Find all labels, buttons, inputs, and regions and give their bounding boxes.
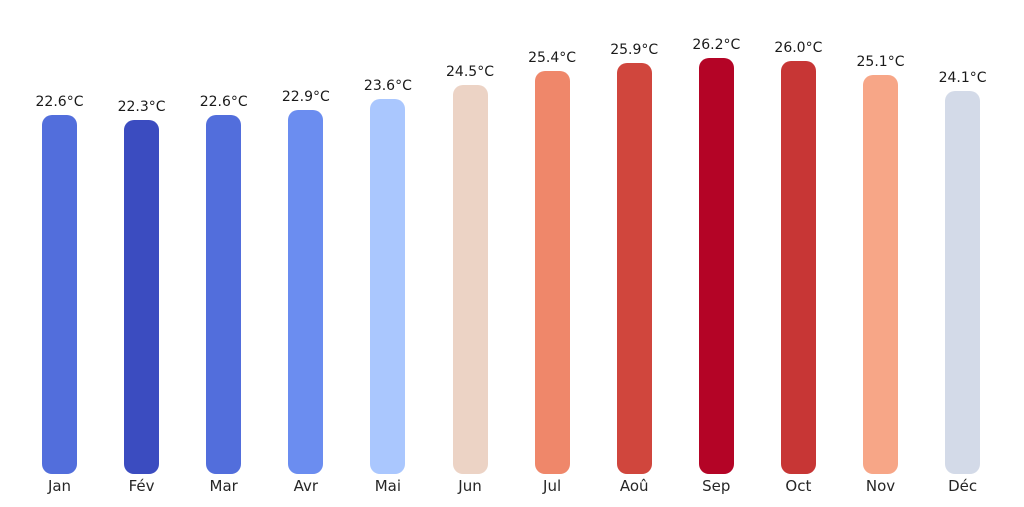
bar-oct [780, 61, 816, 474]
bar-mar [206, 115, 242, 474]
x-tick-label-jun: Jun [458, 477, 482, 495]
bar-avr [288, 110, 324, 474]
x-tick-label-oct: Oct [785, 477, 812, 495]
x-tick-label-dec: Déc [948, 477, 978, 495]
x-tick-label-aou: Aoû [619, 477, 649, 495]
bar-sep [698, 57, 734, 474]
bar-nov [863, 75, 898, 474]
value-label-dec: 24.1°C [938, 70, 987, 87]
value-label-mar: 22.6°C [199, 94, 248, 111]
x-tick-label-jan: Jan [47, 477, 72, 495]
bar-fev [124, 119, 160, 474]
bar-jul [534, 70, 570, 474]
value-label-jul: 25.4°C [528, 49, 577, 66]
bar-jan [42, 115, 77, 474]
x-tick-label-mai: Mai [374, 477, 402, 495]
x-tick-label-fev: Fév [128, 477, 155, 495]
value-label-jun: 24.5°C [446, 63, 494, 80]
bar-mai [370, 99, 406, 474]
x-tick-label-mar: Mar [209, 477, 238, 495]
value-label-fev: 22.3°C [117, 98, 166, 115]
value-label-jan: 22.6°C [35, 94, 84, 111]
x-tick-label-jul: Jul [543, 477, 562, 495]
bar-dec [945, 91, 981, 474]
value-label-mai: 23.6°C [363, 78, 412, 95]
value-label-oct: 26.0°C [774, 40, 823, 57]
value-label-avr: 22.9°C [281, 89, 330, 106]
bar-jun [452, 84, 488, 474]
value-label-nov: 25.1°C [856, 54, 905, 71]
x-tick-label-sep: Sep [702, 477, 731, 495]
value-label-aou: 25.9°C [610, 41, 659, 58]
x-tick-label-nov: Nov [865, 477, 896, 495]
value-label-sep: 26.2°C [692, 36, 741, 53]
x-tick-label-avr: Avr [293, 477, 319, 495]
bar-aou [616, 62, 652, 474]
